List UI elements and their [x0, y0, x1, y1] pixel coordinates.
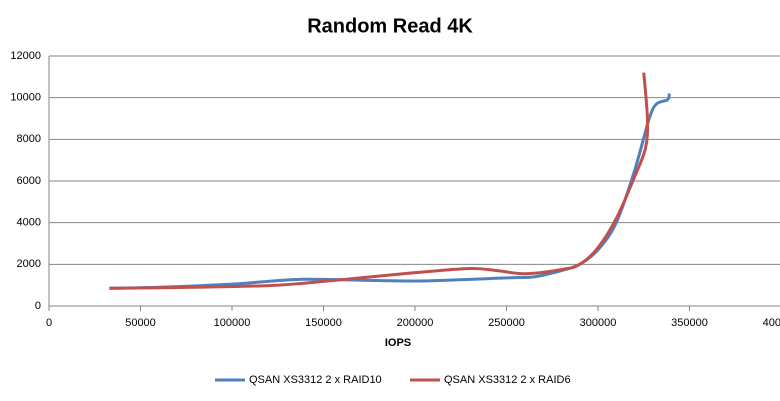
y-tick-label: 4000	[17, 217, 41, 229]
y-tick-label: 0	[35, 300, 41, 312]
y-tick-label: 2000	[17, 258, 41, 270]
legend-label: QSAN XS3312 2 x RAID10	[249, 374, 382, 386]
y-tick-label: 8000	[17, 133, 41, 145]
legend-label: QSAN XS3312 2 x RAID6	[444, 374, 571, 386]
series-line	[109, 93, 671, 290]
x-axis-title: IOPS	[385, 337, 411, 349]
x-tick-label: 100000	[214, 317, 251, 329]
x-tick-label: 400000	[763, 317, 780, 329]
y-tick-label: 10000	[10, 92, 41, 104]
x-tick-label: 0	[46, 317, 52, 329]
chart-title: Random Read 4K	[307, 15, 473, 37]
x-tick-label: 300000	[580, 317, 617, 329]
x-tick-label: 250000	[488, 317, 525, 329]
x-tick-label: 150000	[305, 317, 342, 329]
x-tick-label: 350000	[671, 317, 708, 329]
y-tick-label: 12000	[10, 50, 41, 62]
x-tick-label: 50000	[125, 317, 156, 329]
y-tick-label: 6000	[17, 175, 41, 187]
x-tick-label: 200000	[397, 317, 434, 329]
series-line	[109, 72, 650, 290]
